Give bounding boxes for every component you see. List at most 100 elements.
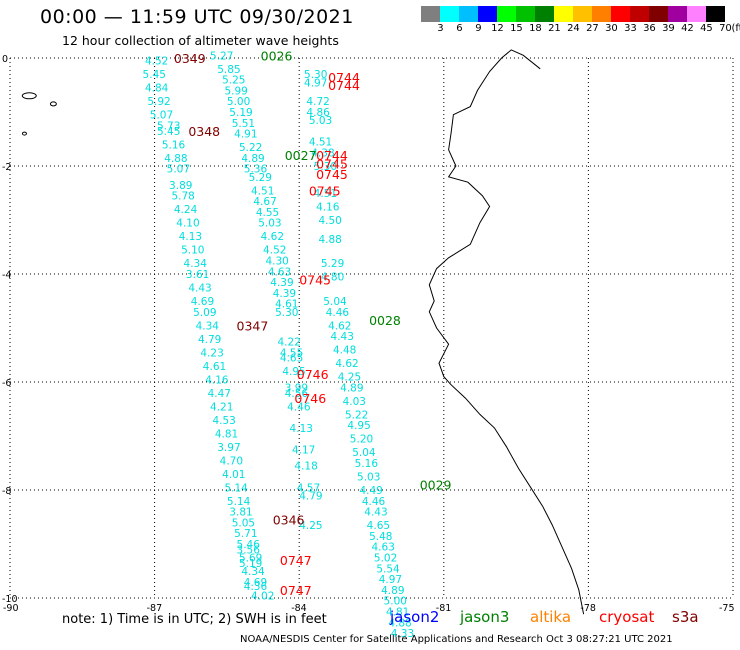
wave-height-label: 4.88 (318, 234, 341, 246)
wave-height-label: 5.78 (171, 191, 194, 203)
wave-height-label: 4.36 (244, 581, 268, 593)
colorbar-label: 42 (681, 23, 694, 34)
wave-height-label: 5.04 (323, 296, 347, 308)
longitude-tick-label: -90 (3, 603, 19, 614)
colorbar-label: 30 (605, 23, 618, 34)
wave-height-label: 4.65 (280, 353, 303, 365)
colorbar-label: 70 (719, 23, 732, 34)
wave-height-label: 3.97 (217, 442, 240, 454)
latitude-tick-label: -4 (2, 270, 11, 281)
longitude-tick-label: -84 (291, 603, 307, 614)
wave-height-label: 5.99 (224, 85, 247, 97)
wave-height-label: 4.62 (261, 231, 284, 243)
wave-height-label: 5.29 (321, 258, 344, 270)
wave-height-label: 5.16 (162, 139, 186, 151)
wave-height-label: 4.97 (304, 77, 327, 89)
colorbar-label: 6 (456, 23, 463, 34)
colorbar-label: 39 (662, 23, 675, 34)
wave-height-label: 5.03 (258, 218, 281, 230)
wave-height-label: 4.55 (256, 207, 279, 219)
wave-height-label: 5.85 (217, 64, 240, 76)
wave-height-label: 4.79 (299, 490, 322, 502)
satellite-legend-altika: altika (530, 608, 572, 626)
wave-height-label: 3.99 (285, 382, 308, 394)
wave-height-label: 4.65 (367, 520, 390, 532)
colorbar-label: 36 (643, 23, 656, 34)
wave-height-label: 4.56 (285, 388, 309, 400)
wave-height-label: 4.38 (311, 148, 334, 160)
wave-height-label: 4.61 (275, 299, 298, 311)
wave-height-label: 4.23 (200, 347, 223, 359)
footnote: note: 1) Time is in UTC; 2) SWH is in fe… (62, 612, 327, 627)
wave-height-label: 5.04 (352, 447, 376, 459)
colorbar-label: 15 (510, 23, 523, 34)
wave-height-label: 4.21 (210, 401, 233, 413)
wave-height-label: 5.30 (275, 307, 298, 319)
satellite-legend-jason3: jason3 (460, 608, 510, 626)
wave-height-label: 5.45 (143, 69, 166, 81)
wave-height-label: 4.34 (196, 320, 220, 332)
wave-height-label: 5.19 (229, 107, 252, 119)
wave-height-label: 4.62 (335, 358, 358, 370)
wave-height-label: 4.43 (331, 331, 354, 343)
colorbar-label: 12 (491, 23, 504, 34)
wave-height-label: 5.10 (181, 245, 204, 257)
wave-height-label: 5.03 (357, 472, 380, 484)
wave-height-label: 4.81 (215, 428, 238, 440)
pass-time-label: 0745 (299, 272, 331, 287)
colorbar-label: 9 (475, 23, 482, 34)
wave-height-label: 5.20 (350, 434, 373, 446)
wave-height-label: 5.45 (157, 126, 180, 138)
wave-height-label: 4.69 (191, 296, 214, 308)
wave-height-label: 5.46 (237, 539, 261, 551)
pass-time-label: 0745 (309, 183, 341, 198)
wave-height-label: 4.43 (364, 507, 387, 519)
longitude-tick-label: -75 (719, 603, 735, 614)
wave-height-label: 4.25 (338, 372, 361, 384)
longitude-tick-label: -78 (580, 603, 596, 614)
wave-height-label: 4.72 (306, 96, 329, 108)
latitude-tick-label: -6 (2, 378, 11, 389)
wave-height-label: 4.52 (263, 245, 286, 257)
wave-height-label: 5.25 (222, 75, 245, 87)
wave-height-label: 5.51 (232, 118, 255, 130)
colorbar-unit: (ft) (731, 23, 740, 34)
wave-height-label: 4.81 (386, 607, 409, 619)
wave-height-label: 4.02 (251, 590, 274, 602)
colorbar-label: 21 (548, 23, 561, 34)
pass-time-label: 0745 (316, 156, 348, 171)
colorbar-swatch (440, 6, 459, 22)
wave-height-label: 4.89 (381, 585, 404, 597)
pass-time-label: 0746 (297, 367, 329, 382)
wave-height-label: 4.46 (362, 496, 386, 508)
wave-height-label: 4.88 (388, 617, 411, 629)
wave-height-label: 4.33 (391, 628, 414, 640)
wave-height-label: 5.14 (224, 482, 248, 494)
pass-time-label: 0744 (316, 148, 348, 163)
wave-height-label: 4.63 (268, 266, 291, 278)
wave-height-label: 5.00 (227, 96, 250, 108)
wave-height-label: 4.13 (179, 231, 202, 243)
wave-height-label: 5.02 (374, 553, 397, 565)
wave-height-label: 4.80 (321, 272, 344, 284)
colorbar-swatch (535, 6, 554, 22)
wave-height-label: 4.46 (287, 401, 311, 413)
wave-height-label: 4.95 (282, 366, 305, 378)
wave-height-label: 4.89 (340, 382, 363, 394)
wave-height-label: 4.43 (188, 283, 211, 295)
wave-height-label: 5.48 (369, 531, 392, 543)
colorbar-swatch (630, 6, 649, 22)
wave-height-label: 4.88 (164, 153, 187, 165)
longitude-tick-label: -87 (147, 603, 163, 614)
wave-height-label: 4.61 (203, 361, 226, 373)
wave-height-label: 4.39 (273, 288, 296, 300)
satellite-legend-s3a: s3a (672, 608, 699, 626)
wave-height-label: 5.27 (210, 50, 233, 62)
wave-height-label: 4.55 (280, 347, 303, 359)
longitude-tick-label: -81 (436, 603, 452, 614)
wave-height-label: 4.50 (318, 215, 341, 227)
wave-height-label: 3.81 (229, 507, 252, 519)
wave-height-label: 5.07 (167, 164, 190, 176)
wave-height-label: 4.51 (251, 185, 274, 197)
